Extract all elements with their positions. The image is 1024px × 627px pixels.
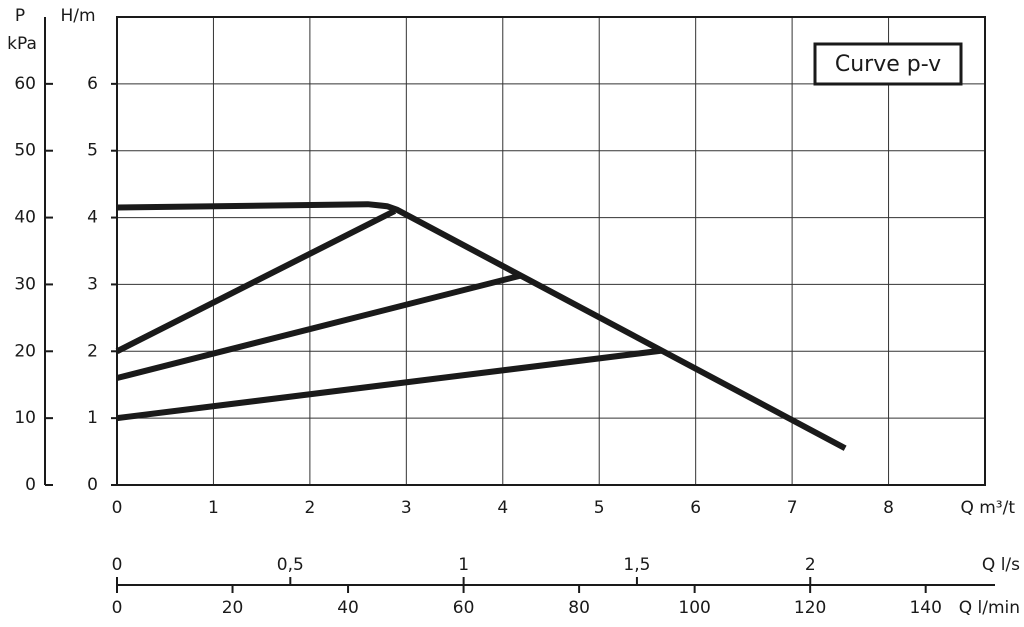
x-tick-label: 6: [690, 498, 701, 518]
secondary-tick-label: 60: [453, 598, 475, 618]
curve: [115, 208, 397, 354]
y2-axis-label: P: [15, 6, 25, 26]
x-tick-label: 7: [787, 498, 798, 518]
y2-tick-label: 30: [14, 274, 36, 294]
y-tick-label: 6: [87, 74, 98, 94]
x-tick-label: 0: [112, 498, 123, 518]
x-tick-label: 2: [304, 498, 315, 518]
secondary-tick-label: 80: [568, 598, 590, 618]
y2-tick-label: 10: [14, 408, 36, 428]
chart-title: Curve p-v: [835, 52, 941, 77]
secondary-tick-label: 1,5: [623, 555, 650, 575]
y2-tick-label: 40: [14, 208, 36, 228]
secondary-tick-label: 0: [112, 598, 123, 618]
secondary-tick-label: 20: [222, 598, 244, 618]
secondary-axis-label: Q l/min: [959, 598, 1020, 618]
y2-tick-label: 50: [14, 141, 36, 161]
secondary-tick-label: 0: [112, 555, 123, 575]
y-tick-label: 3: [87, 274, 98, 294]
x-tick-label: 1: [208, 498, 219, 518]
curve: [116, 201, 847, 451]
x-tick-label: 4: [497, 498, 508, 518]
secondary-tick-label: 120: [794, 598, 826, 618]
curve: [116, 347, 663, 422]
y2-axis-unit: kPa: [7, 34, 37, 54]
x-tick-label: 8: [883, 498, 894, 518]
secondary-tick-label: 2: [805, 555, 816, 575]
y2-tick-label: 20: [14, 341, 36, 361]
y-tick-label: 1: [87, 408, 98, 428]
y-axis-label: H/m: [60, 6, 95, 26]
y-tick-label: 2: [87, 341, 98, 361]
secondary-tick-label: 140: [909, 598, 941, 618]
secondary-tick-label: 40: [337, 598, 359, 618]
y-tick-label: 0: [87, 475, 98, 495]
y2-tick-label: 0: [25, 475, 36, 495]
x-tick-label: 3: [401, 498, 412, 518]
plot-frame: [116, 16, 986, 486]
secondary-tick-label: 0,5: [277, 555, 304, 575]
secondary-tick-label: 100: [678, 598, 710, 618]
x-tick-label: 5: [594, 498, 605, 518]
title-box: [813, 42, 963, 86]
x-axis-label: Q m³/t: [960, 498, 1015, 518]
y2-tick-label: 60: [14, 74, 36, 94]
secondary-tick-label: 1: [458, 555, 469, 575]
y-tick-label: 4: [87, 208, 98, 228]
secondary-axis-label: Q l/s: [982, 555, 1020, 575]
y-tick-label: 5: [87, 141, 98, 161]
curve: [116, 272, 521, 381]
